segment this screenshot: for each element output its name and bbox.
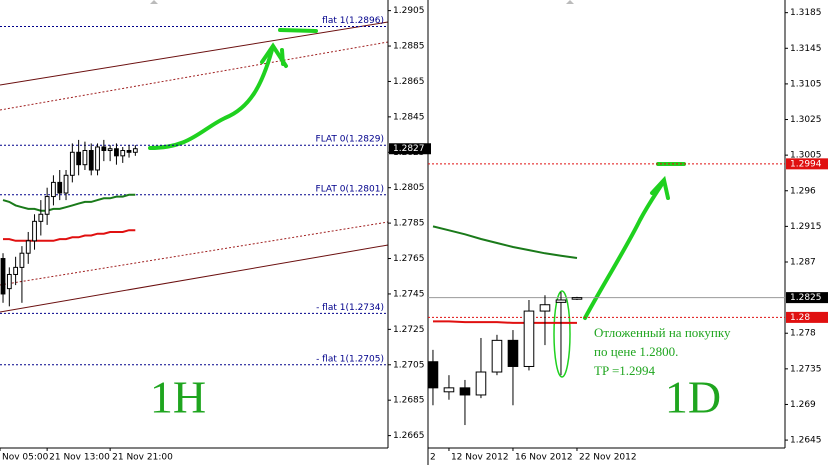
highlight-ellipse xyxy=(553,290,571,378)
price-tag xyxy=(786,311,828,323)
y-tick-label: 1.2905 xyxy=(393,6,425,16)
moving-average xyxy=(432,225,578,259)
y-tick-label: 1.2735 xyxy=(790,364,822,374)
y-tick-label: 1.3005 xyxy=(790,151,822,161)
y-tick-label: 1.2765 xyxy=(393,254,425,264)
level-label: - flat 1(1.2705) xyxy=(316,354,384,364)
y-tick-label: 1.3105 xyxy=(790,79,822,89)
drawn-arrow xyxy=(148,28,686,320)
candle-body xyxy=(507,339,519,367)
annotation: по цене 1.2800. xyxy=(594,344,678,359)
x-tick-label: 2 xyxy=(430,453,436,463)
y-tick-label: 1.3145 xyxy=(790,44,822,54)
x-tick-label: 16 Nov 2012 xyxy=(515,453,573,463)
candle-body xyxy=(539,304,551,312)
x-tick-label: Nov 05:00 xyxy=(2,453,49,463)
candle-body xyxy=(13,266,19,275)
moving-average xyxy=(2,193,136,212)
x-tick-label: 12 Nov 2012 xyxy=(451,453,509,463)
candle-body xyxy=(38,213,44,222)
annotation: Отложенный на покупку xyxy=(594,325,731,340)
candle-body xyxy=(120,150,126,157)
price-tag xyxy=(786,292,828,304)
y-tick-label: 1.2745 xyxy=(393,289,425,299)
candle-body xyxy=(491,339,503,373)
price-tag xyxy=(786,158,828,170)
trend-line xyxy=(0,21,389,86)
y-tick-label: 1.2725 xyxy=(393,325,425,335)
candle-body xyxy=(555,299,567,303)
annotation: TP =1.2994 xyxy=(594,363,656,378)
x-tick-label: 21 Nov 13:00 xyxy=(49,453,110,463)
price-tag xyxy=(389,143,431,155)
price-tag-label: 1.2994 xyxy=(790,159,822,169)
y-tick-label: 1.2645 xyxy=(790,436,822,446)
y-tick-label: 1.2705 xyxy=(393,360,425,370)
price-tag-label: 1.28 xyxy=(790,313,810,323)
candle-body xyxy=(57,181,63,194)
level-label: - flat 1(1.2734) xyxy=(316,303,384,313)
price-tag-label: 1.2827 xyxy=(393,144,425,154)
y-tick-label: 1.296 xyxy=(790,186,816,196)
candle-body xyxy=(107,148,113,152)
candle-body xyxy=(88,150,94,171)
trend-line xyxy=(0,221,389,286)
trend-line xyxy=(0,41,389,111)
y-tick-label: 1.269 xyxy=(790,400,816,410)
candle-body xyxy=(6,273,12,290)
timeframe-title: 1H xyxy=(150,372,206,423)
x-tick-label: 22 Nov 2012 xyxy=(579,453,637,463)
candle-body xyxy=(0,258,6,295)
moving-average xyxy=(3,229,136,242)
y-tick-label: 1.2665 xyxy=(393,431,425,441)
level-label: FLAT 0(1.2801) xyxy=(316,184,384,194)
y-tick-label: 1.3025 xyxy=(790,115,822,125)
scroll-marker xyxy=(566,0,574,4)
candle-body xyxy=(571,297,583,300)
candle-body xyxy=(19,252,25,268)
candle-body xyxy=(95,146,100,171)
candle-body xyxy=(443,387,455,393)
y-tick-label: 1.2885 xyxy=(393,42,425,52)
moving-average xyxy=(433,320,577,324)
candle-body xyxy=(427,361,439,389)
candle-body xyxy=(25,240,31,254)
candle-body xyxy=(82,150,88,166)
decorations xyxy=(0,0,786,465)
candle-body xyxy=(523,310,535,367)
candle-body xyxy=(76,151,82,166)
timeframe-title: 1D xyxy=(665,372,721,423)
candle-body xyxy=(132,148,138,153)
candle-body xyxy=(101,146,107,152)
scroll-marker xyxy=(150,0,158,4)
y-tick-label: 1.2845 xyxy=(393,112,425,122)
candle-body xyxy=(32,220,37,242)
y-tick-label: 1.287 xyxy=(790,257,816,267)
candle-body xyxy=(51,181,56,198)
candle-body xyxy=(126,150,132,153)
level-label: FLAT 0(1.2829) xyxy=(316,135,384,145)
y-tick-label: 1.2785 xyxy=(393,219,425,229)
y-tick-label: 1.2865 xyxy=(393,77,425,87)
y-tick-label: 1.3185 xyxy=(790,8,822,18)
x-tick-label: 21 Nov 21:00 xyxy=(112,453,173,463)
y-tick-label: 1.278 xyxy=(790,329,816,339)
level-label: flat 1(1.2896) xyxy=(322,16,384,26)
y-tick-label: 1.2685 xyxy=(393,396,425,406)
price-tag-label: 1.2825 xyxy=(790,293,822,303)
candle-body xyxy=(114,148,119,157)
candle-body xyxy=(44,196,50,215)
candle-body xyxy=(63,174,69,194)
candle-body xyxy=(459,387,471,396)
y-tick-label: 1.2915 xyxy=(790,222,822,232)
y-tick-label: 1.2805 xyxy=(393,183,425,193)
trend-line xyxy=(0,244,389,313)
candle-body xyxy=(69,151,75,176)
candle-body xyxy=(475,371,487,396)
